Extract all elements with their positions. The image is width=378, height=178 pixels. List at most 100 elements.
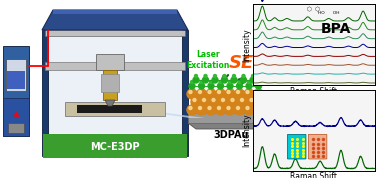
Bar	[3, 46, 29, 136]
FancyBboxPatch shape	[288, 134, 306, 159]
Polygon shape	[105, 100, 115, 106]
Circle shape	[242, 75, 245, 77]
Bar	[6, 59, 26, 91]
Circle shape	[256, 83, 262, 89]
Bar	[45, 62, 185, 70]
X-axis label: Raman Shift: Raman Shift	[290, 172, 338, 178]
Circle shape	[222, 77, 228, 83]
Circle shape	[212, 98, 215, 101]
Bar	[7, 71, 25, 89]
Circle shape	[237, 106, 240, 109]
Circle shape	[225, 89, 235, 99]
Bar	[65, 102, 165, 116]
Text: Laser
Excitation: Laser Excitation	[186, 50, 230, 70]
Circle shape	[260, 98, 262, 101]
Text: BPA: BPA	[321, 22, 351, 36]
Circle shape	[223, 75, 226, 77]
Bar	[48, 36, 182, 148]
Circle shape	[254, 89, 263, 99]
Bar	[43, 134, 187, 158]
Circle shape	[250, 98, 253, 101]
Polygon shape	[42, 10, 188, 30]
Circle shape	[240, 77, 246, 83]
Circle shape	[237, 83, 243, 89]
Circle shape	[189, 90, 192, 93]
Circle shape	[210, 97, 220, 107]
Text: SERS: SERS	[229, 54, 281, 72]
Circle shape	[256, 90, 259, 93]
Circle shape	[187, 89, 197, 99]
Circle shape	[227, 90, 230, 93]
Circle shape	[206, 105, 216, 115]
Circle shape	[198, 106, 201, 109]
Circle shape	[189, 83, 195, 89]
Circle shape	[246, 90, 249, 93]
Circle shape	[208, 83, 214, 89]
Bar	[53, 10, 177, 14]
Circle shape	[220, 97, 229, 107]
Circle shape	[217, 90, 220, 93]
Circle shape	[193, 98, 196, 101]
Circle shape	[200, 97, 211, 107]
Circle shape	[197, 89, 206, 99]
Circle shape	[209, 80, 212, 83]
Polygon shape	[107, 106, 205, 118]
Circle shape	[212, 77, 218, 83]
Circle shape	[193, 77, 199, 83]
Circle shape	[246, 83, 252, 89]
Circle shape	[217, 83, 223, 89]
Circle shape	[256, 106, 259, 109]
Circle shape	[203, 77, 209, 83]
Circle shape	[234, 105, 245, 115]
Circle shape	[227, 106, 230, 109]
Text: *: *	[13, 111, 19, 124]
Circle shape	[229, 97, 239, 107]
Circle shape	[191, 80, 194, 83]
Circle shape	[231, 98, 234, 101]
Bar	[96, 54, 124, 70]
Bar	[3, 98, 29, 136]
Y-axis label: Intensity: Intensity	[242, 28, 251, 62]
Circle shape	[234, 89, 245, 99]
Circle shape	[191, 97, 201, 107]
Circle shape	[254, 105, 263, 115]
Text: HO      OH: HO OH	[318, 11, 339, 15]
Circle shape	[227, 83, 233, 89]
Circle shape	[260, 77, 265, 83]
Circle shape	[244, 89, 254, 99]
Circle shape	[238, 80, 241, 83]
Circle shape	[246, 106, 249, 109]
Circle shape	[240, 98, 243, 101]
Circle shape	[261, 75, 264, 77]
Circle shape	[214, 75, 217, 77]
Circle shape	[198, 83, 204, 89]
Circle shape	[244, 105, 254, 115]
Circle shape	[228, 80, 231, 83]
Text: ⬡  ⬡: ⬡ ⬡	[307, 8, 321, 13]
Circle shape	[206, 89, 216, 99]
Circle shape	[215, 105, 226, 115]
Circle shape	[204, 75, 207, 77]
Circle shape	[195, 75, 197, 77]
Circle shape	[225, 105, 235, 115]
Bar	[42, 30, 48, 156]
Bar	[182, 30, 188, 156]
Polygon shape	[188, 113, 266, 123]
Text: MC-E3DP: MC-E3DP	[90, 142, 140, 152]
Circle shape	[251, 75, 254, 77]
Circle shape	[203, 98, 206, 101]
Circle shape	[237, 90, 240, 93]
Bar	[103, 70, 117, 100]
Circle shape	[200, 80, 203, 83]
Circle shape	[187, 105, 197, 115]
Bar	[8, 123, 24, 133]
Circle shape	[231, 77, 237, 83]
Circle shape	[248, 80, 251, 83]
Bar	[77, 105, 142, 113]
Circle shape	[232, 75, 235, 77]
Circle shape	[250, 77, 256, 83]
Circle shape	[217, 106, 220, 109]
FancyBboxPatch shape	[308, 134, 327, 159]
Bar	[101, 74, 119, 92]
Circle shape	[219, 80, 222, 83]
